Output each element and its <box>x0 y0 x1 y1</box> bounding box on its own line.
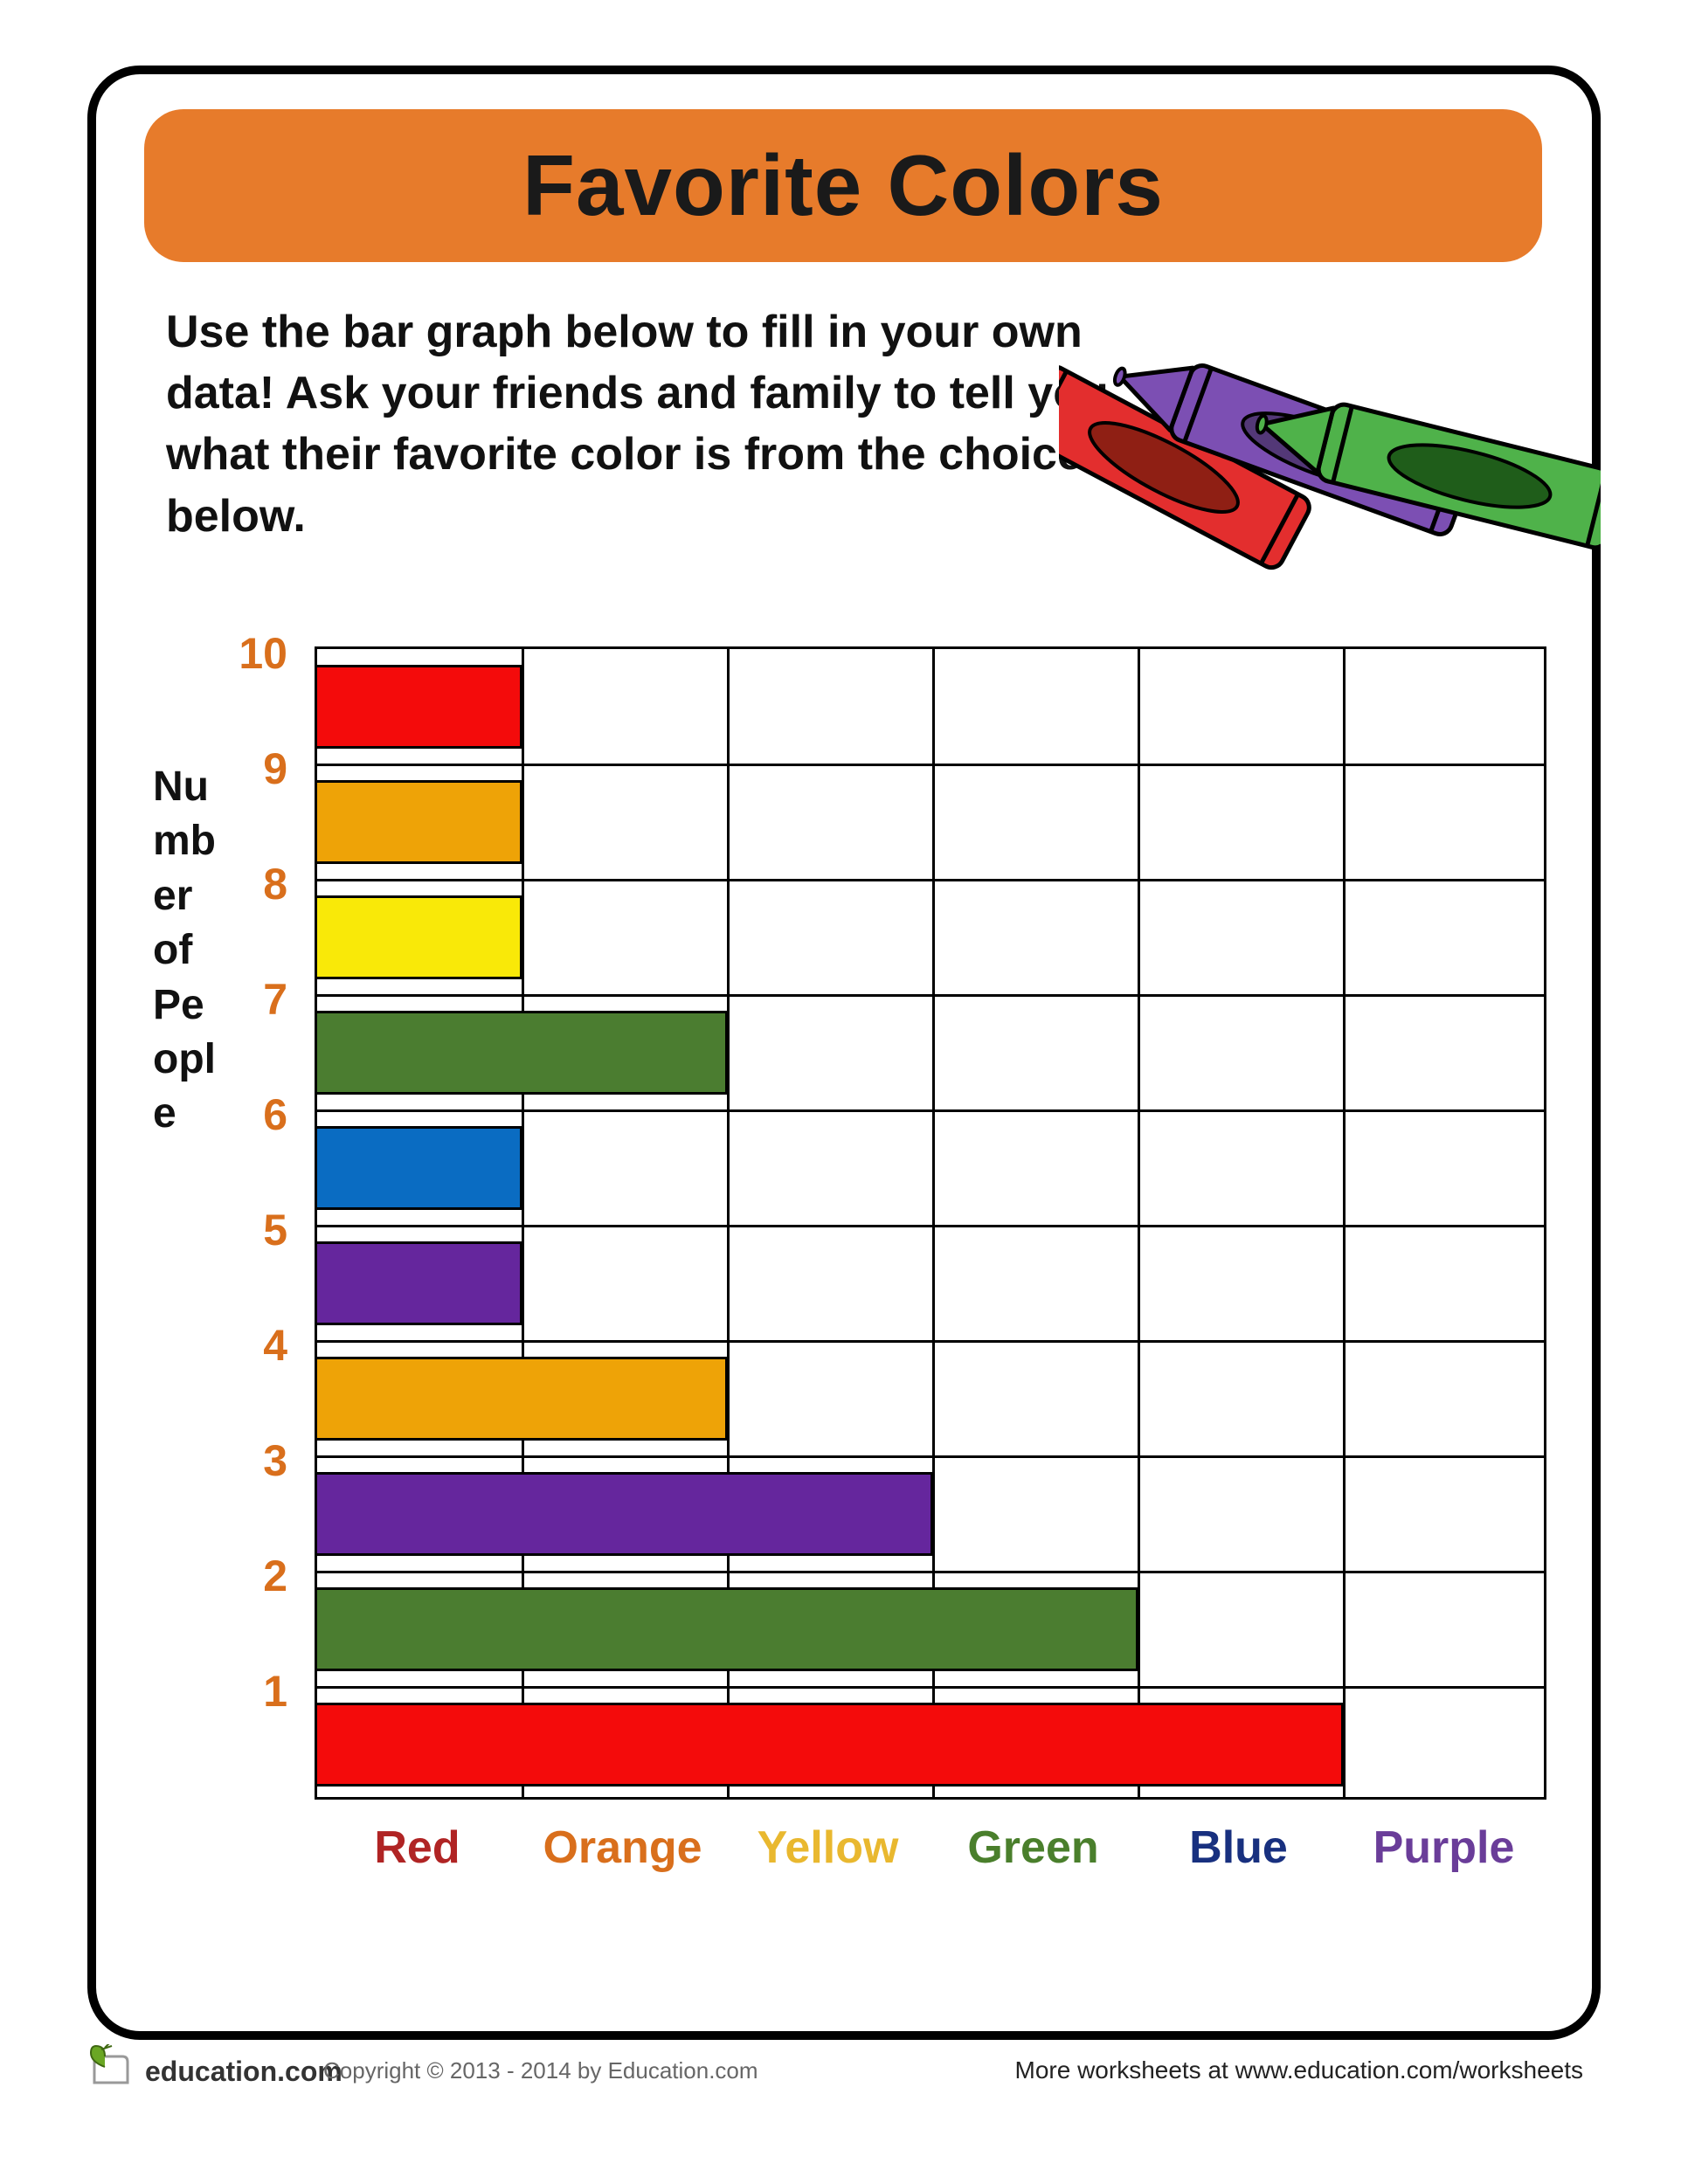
title-banner: Favorite Colors <box>144 109 1542 262</box>
bar-row-6 <box>317 1126 522 1209</box>
bar-row-10 <box>317 665 522 748</box>
page-title: Favorite Colors <box>522 136 1164 235</box>
y-tick-4: 4 <box>263 1320 287 1371</box>
y-tick-9: 9 <box>263 743 287 794</box>
y-tick-5: 5 <box>263 1205 287 1255</box>
bar-row-5 <box>317 1241 522 1324</box>
footer-copyright: Copyright © 2013 - 2014 by Education.com <box>323 2057 758 2084</box>
y-tick-6: 6 <box>263 1089 287 1140</box>
x-label-red: Red <box>315 1821 520 1874</box>
instructions-text: Use the bar graph below to fill in your … <box>166 301 1127 547</box>
y-tick-2: 2 <box>263 1551 287 1601</box>
y-tick-8: 8 <box>263 859 287 909</box>
y-tick-1: 1 <box>263 1666 287 1717</box>
bar-row-8 <box>317 895 522 978</box>
x-label-blue: Blue <box>1136 1821 1341 1874</box>
bar-row-9 <box>317 780 522 863</box>
bar-chart: Number of People 10987654321 RedOrangeYe… <box>144 646 1560 1992</box>
y-tick-10: 10 <box>239 628 287 679</box>
x-label-purple: Purple <box>1341 1821 1546 1874</box>
footer-more-link: More worksheets at www.education.com/wor… <box>1015 2056 1584 2084</box>
y-axis-title: Number of People <box>153 760 223 1142</box>
worksheet-frame: Favorite Colors Use the bar graph below … <box>87 66 1601 2040</box>
y-tick-7: 7 <box>263 974 287 1025</box>
x-label-green: Green <box>930 1821 1136 1874</box>
page: Favorite Colors Use the bar graph below … <box>0 0 1688 2184</box>
chart-grid <box>315 646 1546 1800</box>
footer-brand-name: education <box>145 2056 277 2087</box>
footer-logo: education.com <box>87 2044 342 2088</box>
x-label-orange: Orange <box>520 1821 725 1874</box>
bar-row-2 <box>317 1587 1138 1670</box>
y-tick-3: 3 <box>263 1435 287 1486</box>
footer-brand: education.com <box>145 2056 342 2088</box>
bar-row-1 <box>317 1703 1344 1786</box>
footer: education.com Copyright © 2013 - 2014 by… <box>87 2044 1601 2088</box>
x-label-yellow: Yellow <box>725 1821 930 1874</box>
y-axis-ticks: 10987654321 <box>223 646 301 1800</box>
logo-icon <box>87 2044 140 2088</box>
x-axis-labels: RedOrangeYellowGreenBluePurple <box>315 1821 1546 1891</box>
bar-row-4 <box>317 1357 728 1440</box>
bar-row-7 <box>317 1011 728 1094</box>
bar-row-3 <box>317 1472 933 1555</box>
